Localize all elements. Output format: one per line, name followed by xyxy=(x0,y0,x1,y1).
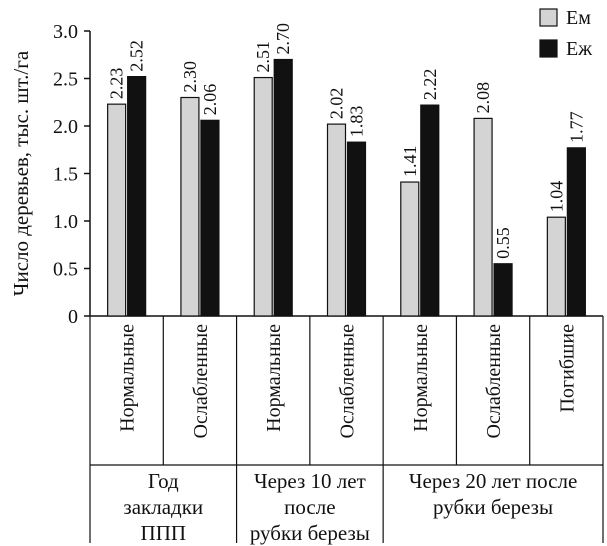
x-category-label: Ослабленные xyxy=(190,324,212,439)
bar-em xyxy=(253,76,273,317)
x-group-label: ППП xyxy=(141,521,187,545)
bar-em xyxy=(546,216,566,317)
legend-label: Ем xyxy=(566,7,591,29)
legend-swatch xyxy=(539,8,558,27)
bar-em xyxy=(473,117,493,317)
x-group-label: рубки березы xyxy=(250,521,370,545)
data-label: 1.41 xyxy=(400,146,420,178)
bar-ezh xyxy=(200,119,220,317)
bar-ezh xyxy=(127,75,147,317)
bar-ezh xyxy=(420,104,440,317)
bar-ezh xyxy=(346,141,367,317)
data-label: 2.08 xyxy=(473,82,493,113)
y-tick-label: 2.5 xyxy=(53,69,78,91)
x-category-label: Нормальные xyxy=(263,324,285,432)
bar-ezh xyxy=(493,263,513,317)
y-tick-label: 2.0 xyxy=(53,116,78,138)
x-group-label: Через 10 лет xyxy=(254,469,366,493)
bar-em xyxy=(400,181,420,317)
x-group-label: после xyxy=(284,495,335,519)
bar-em xyxy=(326,123,347,317)
data-label: 2.70 xyxy=(273,23,293,55)
y-axis-title: Число деревьев, тыс. шт./га xyxy=(9,50,33,296)
data-label: 0.55 xyxy=(493,227,513,258)
data-label: 2.52 xyxy=(127,40,147,72)
y-tick-label: 0 xyxy=(68,306,78,328)
y-tick-label: 0.5 xyxy=(53,259,78,281)
legend-swatch xyxy=(539,39,558,58)
x-group-label: Год xyxy=(148,469,179,493)
data-label: 2.23 xyxy=(107,68,127,99)
data-labels: 2.232.52 2.302.06 2.512.70 2.021.83 1.41 2.22… xyxy=(107,23,587,259)
chart-axes: 0 0.5 1.0 1.5 2.0 2.5 3.0 Число деревьев, тыс. … xyxy=(9,21,603,328)
bar-em xyxy=(180,96,200,317)
x-group-label: закладки xyxy=(123,495,203,519)
data-label: 2.51 xyxy=(253,41,273,73)
x-category-label: Нормальные xyxy=(117,324,139,432)
data-label: 2.06 xyxy=(200,84,220,116)
y-tick-label: 3.0 xyxy=(53,21,78,43)
data-label: 2.02 xyxy=(327,88,347,120)
x-axis: Нормальные Ослабленные Нормальные Ослабленн… xyxy=(89,316,604,545)
data-label: 1.77 xyxy=(566,111,586,143)
data-label: 1.83 xyxy=(347,106,367,138)
x-category-label: Ослабленные xyxy=(483,324,505,439)
x-category-label: Ослабленные xyxy=(337,324,359,439)
x-category-label: Погибшие xyxy=(556,324,578,413)
legend-label: Еж xyxy=(566,38,592,60)
x-category-label: Нормальные xyxy=(410,324,432,432)
chart-bars xyxy=(107,58,586,317)
bar-ezh xyxy=(566,147,586,317)
data-label: 2.22 xyxy=(420,69,440,101)
x-group-label: Через 20 лет после xyxy=(409,469,577,493)
data-label: 2.30 xyxy=(180,61,200,93)
x-group-label: рубки березы xyxy=(433,495,553,519)
data-label: 1.04 xyxy=(546,181,566,213)
y-tick-label: 1.5 xyxy=(53,164,78,186)
legend: Ем Еж xyxy=(539,7,592,60)
bar-ezh xyxy=(273,58,293,317)
bar-em xyxy=(107,103,127,317)
y-tick-label: 1.0 xyxy=(53,211,78,233)
